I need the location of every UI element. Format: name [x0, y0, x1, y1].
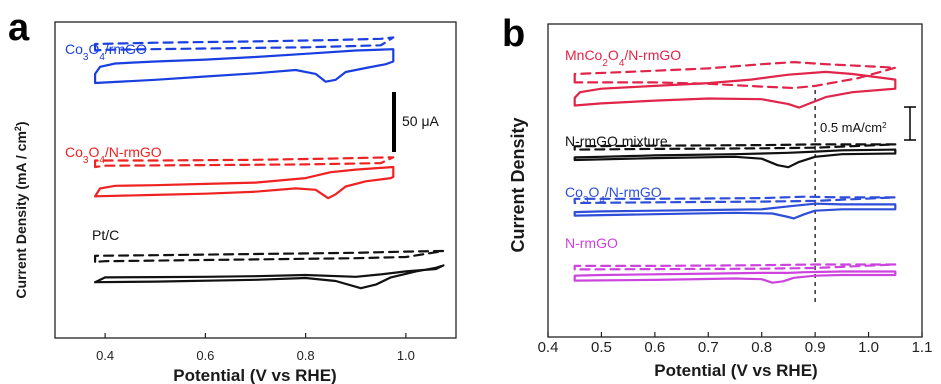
panel-a-co3o4-n-rmgo-dashed-curve	[94, 156, 395, 169]
panel-b-n-rmgo-mixture-solid-curve	[573, 148, 897, 169]
panel-a-letter: a	[8, 7, 30, 49]
panel-a-co3o4-rmgo-solid-curve	[94, 48, 395, 85]
panel-b-x-axis-title: Potential (V vs RHE)	[654, 361, 817, 380]
panel-b-x-tick-label: 0.7	[698, 339, 719, 356]
panel-a-label-co3o4-n-rmgo: Co3O4/N-rmGO	[65, 144, 162, 166]
panel-b-x-tick-label: 1.0	[858, 339, 879, 356]
panel-a-scale-bar-label: 50 μA	[402, 113, 440, 129]
panel-b-frame	[547, 23, 923, 338]
panel-b-curves	[573, 61, 897, 284]
panel-a: a 0.4 0.6 0.8 1.0 Co3O4/rmGO Co3O4/N-rmGO P…	[8, 7, 457, 384]
panel-b-scale-bar	[904, 106, 916, 141]
panel-a-x-tick-label: 1.0	[397, 348, 415, 363]
panel-a-co3o4-rmgo-dashed-curve	[94, 36, 395, 52]
panel-b-letter: b	[502, 13, 525, 55]
panel-b-x-tick-label: 0.5	[591, 339, 612, 356]
panel-b-mnco2o4-n-rmgo-dashed-curve	[573, 61, 897, 90]
panel-b-scale-bar-label: 0.5 mA/cm2	[820, 120, 887, 135]
panel-a-label-co3o4-rmgo: Co3O4/rmGO	[65, 41, 147, 63]
panel-a-y-axis-title: Current Density (mA / cm2)	[13, 121, 29, 298]
panel-a-co3o4-n-rmgo-solid-curve	[94, 165, 395, 200]
panel-a-x-tick-label: 0.6	[196, 348, 214, 363]
panel-b-co3o4-n-rmgo-solid-curve	[573, 202, 897, 220]
panel-b-x-tick-label: 0.9	[805, 339, 826, 356]
panel-b-co3o4-n-rmgo-dashed-curve	[573, 195, 897, 205]
panel-a-x-tick-label: 0.4	[96, 348, 114, 363]
panel-a-pt-c-dashed-curve	[94, 249, 445, 263]
panel-a-ticks: 0.4 0.6 0.8 1.0	[96, 333, 415, 363]
panel-b-mnco2o4-n-rmgo-solid-curve	[573, 70, 897, 109]
panel-b-label-n-rmgo: N-rmGO	[565, 235, 618, 251]
panel-b-x-tick-label: 0.6	[644, 339, 665, 356]
panel-b-label-mnco2o4-n-rmgo: MnCo2O4/N-rmGO	[565, 47, 681, 69]
panel-b-y-axis-title: Current Density	[508, 117, 528, 252]
panel-b-n-rmgo-solid-curve	[573, 270, 897, 284]
panel-b: b 0.4 0.5 0.6 0.7 0.8 0.9 1.0 1.1 MnCo2O4/N-rmG…	[502, 13, 932, 380]
panel-b-n-rmgo-mixture-dashed-curve	[573, 143, 897, 151]
panel-b-x-tick-label: 0.4	[538, 339, 559, 356]
panel-b-label-n-rmgo-mixture: N-rmGO mixture	[565, 133, 668, 149]
panel-a-frame	[54, 21, 457, 339]
panel-b-ticks: 0.4 0.5 0.6 0.7 0.8 0.9 1.0 1.1	[538, 332, 933, 356]
panel-a-label-pt-c: Pt/C	[92, 227, 119, 243]
panel-a-x-axis-title: Potential (V vs RHE)	[173, 366, 336, 384]
panel-a-curves	[94, 36, 445, 290]
panel-b-x-tick-label: 1.1	[912, 339, 933, 356]
panel-a-x-tick-label: 0.8	[297, 348, 315, 363]
panel-b-n-rmgo-dashed-curve	[573, 263, 897, 271]
panel-a-pt-c-solid-curve	[94, 264, 445, 290]
panel-b-x-tick-label: 0.8	[751, 339, 772, 356]
